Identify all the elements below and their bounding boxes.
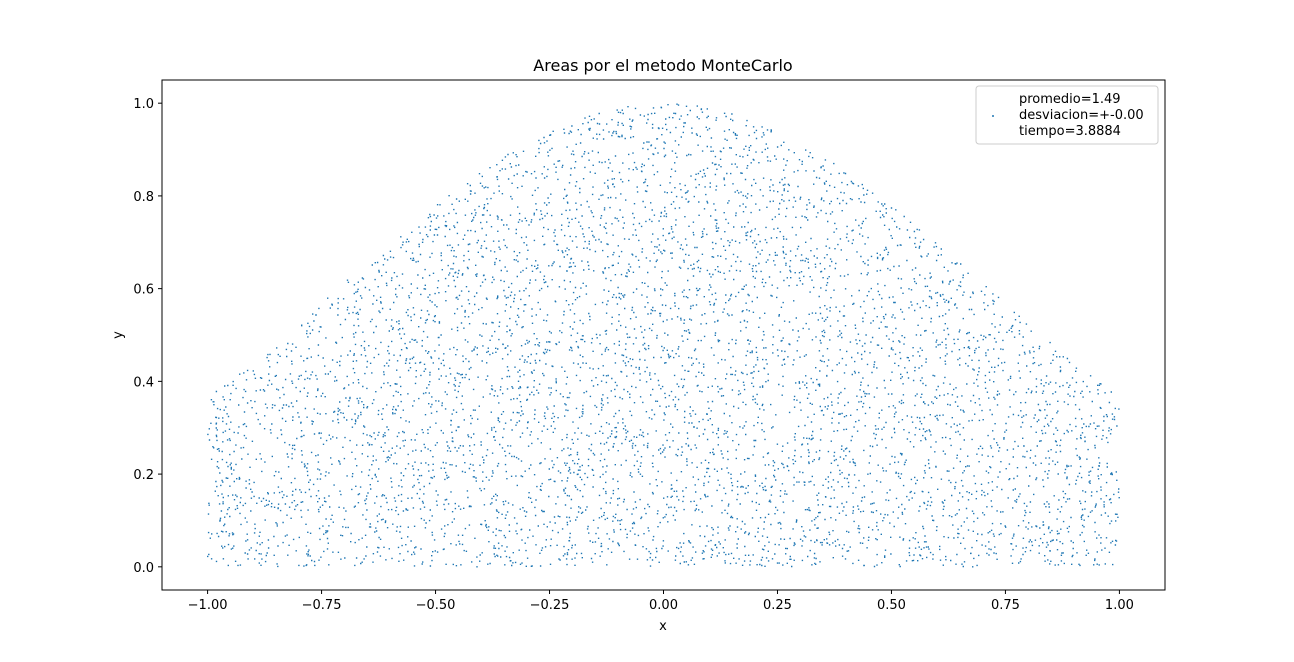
x-tick-label: 1.00 — [1105, 598, 1134, 613]
x-tick-label: −1.00 — [188, 598, 228, 613]
legend-marker — [992, 115, 994, 117]
x-tick-label: −0.25 — [530, 598, 570, 613]
legend-box — [975, 85, 1159, 145]
legend: promedio=1.49 desviacion=+-0.00 tiempo=3… — [975, 85, 1159, 145]
y-tick-label: 0.0 — [133, 561, 154, 576]
y-axis-ticks: 0.0 0.2 0.4 0.6 0.8 1.0 — [133, 97, 162, 576]
y-tick-label: 1.0 — [133, 97, 154, 112]
x-axis-label: x — [659, 619, 667, 634]
y-axis-label: y — [111, 331, 126, 339]
x-tick-label: 0.75 — [991, 598, 1020, 613]
y-tick-label: 0.8 — [133, 190, 154, 205]
chart-title: Areas por el metodo MonteCarlo — [533, 56, 792, 75]
scatter-series-points — [207, 103, 1120, 568]
y-tick-label: 0.2 — [133, 468, 154, 483]
y-tick-label: 0.4 — [133, 375, 154, 390]
x-tick-label: 0.25 — [763, 598, 792, 613]
legend-entry-promedio: promedio=1.49 — [1019, 92, 1121, 107]
y-tick-label: 0.6 — [133, 283, 154, 298]
legend-entry-desviacion: desviacion=+-0.00 — [1019, 108, 1144, 123]
x-tick-label: −0.75 — [302, 598, 342, 613]
x-tick-label: 0.00 — [649, 598, 678, 613]
x-tick-label: −0.50 — [416, 598, 456, 613]
legend-entry-tiempo: tiempo=3.8884 — [1019, 124, 1121, 139]
x-axis-ticks: −1.00 −0.75 −0.50 −0.25 0.00 0.25 0.50 0.75 1.00 — [188, 590, 1134, 613]
x-tick-label: 0.50 — [877, 598, 906, 613]
scatter-points — [207, 103, 1120, 568]
